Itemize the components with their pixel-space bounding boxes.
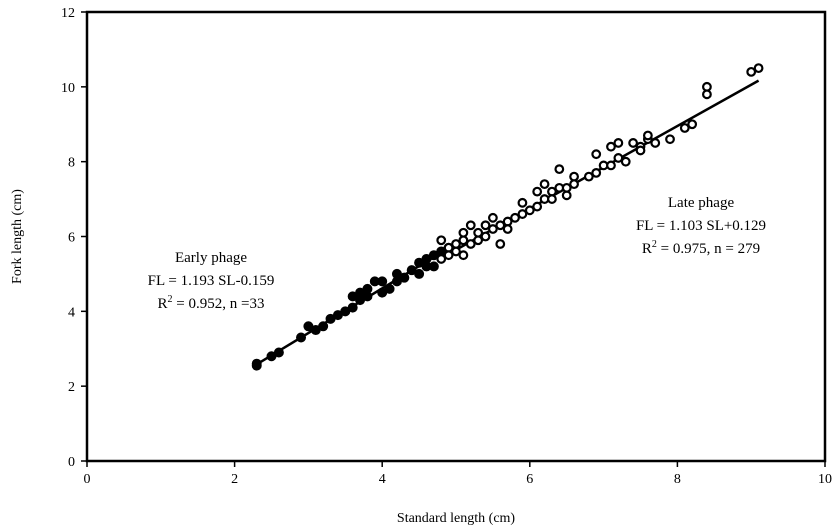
data-point-open (554, 164, 565, 175)
data-point-open (606, 160, 616, 171)
data-point-open (473, 227, 484, 238)
data-point-open (502, 224, 513, 234)
late-phage-line-3: R2 = 0.975, n = 279 (642, 239, 760, 257)
y-tick-label: 4 (68, 305, 75, 320)
late-phage-line-1: Late phage (668, 195, 735, 211)
x-tick-label: 6 (526, 472, 533, 487)
data-point-open (443, 250, 454, 261)
data-point-open (569, 179, 579, 190)
axes: 0 2 4 6 8 10 0 2 4 6 8 10 12 (61, 6, 832, 487)
y-tick-label: 2 (68, 380, 75, 395)
plot-frame (85, 10, 827, 463)
x-tick-label: 0 (84, 472, 91, 487)
y-axis-title: Fork length (cm) (10, 189, 25, 284)
y-tick-label: 12 (61, 6, 75, 21)
data-point-open (510, 212, 520, 223)
data-point-open (532, 201, 543, 212)
data-point-filled (318, 321, 329, 332)
y-tick-label: 10 (61, 81, 75, 96)
data-point-filled (377, 276, 388, 287)
data-point-open (591, 149, 602, 160)
data-point-filled (399, 272, 410, 283)
data-point-open (465, 239, 476, 249)
data-point-open (524, 205, 535, 216)
data-point-open (517, 197, 528, 208)
data-point-filled (414, 268, 425, 279)
y-tick-label: 6 (68, 231, 75, 246)
data-point-open (753, 63, 764, 74)
data-point-open (606, 141, 616, 152)
x-tick-label: 4 (379, 472, 386, 487)
data-point-open (642, 130, 653, 141)
data-point-open (436, 235, 447, 246)
data-point-open (746, 66, 757, 77)
plot-area (251, 63, 764, 371)
data-point-open (458, 227, 469, 238)
data-point-open (436, 254, 447, 264)
data-point-open (702, 89, 712, 100)
data-point-open (480, 231, 491, 242)
data-point-filled (384, 283, 395, 294)
x-tick-label: 10 (818, 472, 832, 487)
data-point-open (591, 167, 602, 178)
data-point-open (451, 246, 461, 257)
data-point-open (583, 171, 594, 182)
data-point-open (488, 212, 498, 223)
data-point-open (532, 186, 543, 197)
data-point-open (480, 220, 491, 231)
late-phage-line-2: FL = 1.103 SL+0.129 (636, 218, 766, 234)
data-point-open (687, 119, 698, 130)
y-tick-label: 8 (68, 156, 75, 171)
data-point-open (458, 250, 469, 261)
early-phage-line-2: FL = 1.193 SL-0.159 (148, 273, 275, 289)
early-phage-line-3: R2 = 0.952, n =33 (158, 294, 265, 312)
data-point-open (517, 209, 528, 219)
x-axis-title: Standard length (cm) (397, 511, 516, 526)
data-point-open (628, 138, 639, 148)
data-point-open (635, 145, 646, 156)
data-point-open (679, 123, 690, 133)
annotations: Early phage FL = 1.193 SL-0.159 R2 = 0.952… (148, 195, 766, 312)
data-point-open (495, 220, 506, 231)
data-point-filled (296, 332, 307, 343)
data-point-filled (347, 302, 358, 313)
y-tick-label: 0 (68, 455, 75, 470)
data-point-open (613, 153, 624, 163)
data-point-open (561, 182, 572, 193)
x-tick-label: 2 (231, 472, 238, 487)
data-point-open (665, 134, 675, 145)
data-point-open (465, 220, 476, 231)
data-point-open (488, 224, 498, 234)
data-point-filled (362, 283, 373, 294)
data-point-filled (273, 347, 284, 358)
early-phage-line-1: Early phage (175, 250, 247, 266)
data-point-filled (251, 360, 262, 371)
data-point-open (539, 179, 550, 190)
data-point-open (650, 138, 661, 148)
data-point-open (620, 156, 631, 167)
x-tick-label: 8 (674, 472, 681, 487)
data-point-open (495, 239, 506, 249)
data-point-filled (428, 261, 439, 272)
data-point-open (613, 138, 624, 148)
data-point-open (547, 194, 557, 204)
